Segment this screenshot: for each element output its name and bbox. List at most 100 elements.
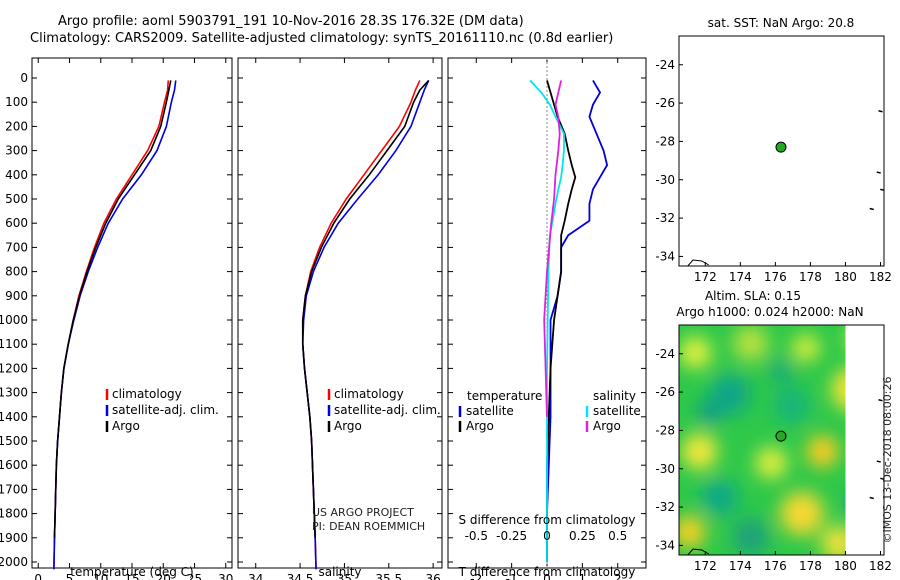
sla-field	[679, 325, 846, 555]
map-x-tick-label: 182	[869, 559, 892, 573]
plot-frame	[237, 57, 443, 569]
map-x-tick-label: 178	[799, 559, 822, 573]
x-tick-label: 0	[543, 572, 551, 580]
x-tick-label: 2	[614, 572, 622, 580]
salinity-tick-label: 0.5	[608, 529, 627, 543]
legend-entry: satellite-adj. clim.	[112, 403, 219, 417]
map-y-tick-label: -32	[655, 500, 675, 514]
map-x-tick-label: 174	[729, 270, 752, 284]
argo-location-marker	[775, 141, 787, 153]
figure-title-line2: Climatology: CARS2009. Satellite-adjuste…	[30, 31, 613, 46]
y-tick-label: 1800	[0, 507, 28, 521]
legend-entry: Argo	[593, 419, 621, 433]
map-x-tick-label: 176	[764, 559, 787, 573]
x-tick-label: 5	[66, 572, 74, 580]
map-x-tick-label: 180	[834, 559, 857, 573]
salinity-axis-label: S difference from climatology	[459, 513, 636, 527]
x-tick-label: 0	[34, 572, 42, 580]
y-tick-label: 900	[5, 289, 28, 303]
sla-anomaly-blob	[773, 387, 810, 424]
map-x-tick-label: 172	[694, 270, 717, 284]
legend-title-salinity: salinity	[593, 389, 636, 403]
x-axis-label: salinity	[318, 565, 361, 579]
y-tick-label: 1100	[0, 337, 28, 351]
y-tick-label: 200	[5, 119, 28, 133]
legend-title-temperature: temperature	[467, 389, 542, 403]
sla-anomaly-blob	[681, 433, 718, 470]
difference-panel: -2 -1 0 1 2T difference from climatology S di…	[447, 57, 647, 580]
salinity-tick-label: -0.25	[496, 529, 527, 543]
x-tick-label: 34.5	[287, 572, 314, 580]
x-tick-label: -1	[506, 572, 518, 580]
temperature-panel: 0100200300400500600700800900100011001200…	[0, 57, 233, 580]
legend-entry: climatology	[334, 387, 404, 401]
y-tick-label: 300	[5, 144, 28, 158]
y-tick-label: 2000	[0, 555, 28, 569]
coastline-fragment	[687, 548, 710, 556]
coastline-fragment	[687, 259, 710, 267]
x-tick-label: 34	[248, 572, 263, 580]
series-line-temperature-satellite	[546, 79, 609, 562]
sla-map-title-1: Altim. SLA: 0.15	[705, 289, 801, 303]
sla-anomaly-blob	[806, 435, 839, 468]
x-tick-label: 35.5	[375, 572, 402, 580]
sla-map-title-2: Argo h1000: 0.024 h2000: NaN	[676, 305, 863, 319]
map-x-tick-label: 178	[799, 270, 822, 284]
sla-anomaly-blob	[820, 525, 846, 555]
sla-anomaly-blob	[845, 337, 846, 340]
y-tick-label: 500	[5, 192, 28, 206]
sla-blobs	[679, 325, 846, 555]
island-fragment	[869, 207, 874, 211]
map-y-tick-label: -28	[655, 134, 675, 148]
series-line-salinity-argo	[543, 80, 563, 417]
salinity-tick-label: 0.25	[569, 529, 596, 543]
y-tick-label: 1200	[0, 361, 28, 375]
series-line-argo	[53, 80, 172, 538]
sla-map-panel: 172 174 176 178 180 182 -24 -26 -28 -30 -32 -34 Alti…	[655, 289, 894, 573]
legend-entry: satellite-adj. clim.	[334, 403, 441, 417]
island-fragment	[880, 477, 885, 481]
map-y-tick-label: -24	[655, 58, 675, 72]
legend-entry: Argo	[466, 419, 494, 433]
plot-frame	[31, 57, 233, 569]
sla-anomaly-blob	[702, 479, 738, 516]
sst-map-panel: 172 174 176 178 180 182 -24 -26 -28 -30 -32 -34 sat.…	[655, 16, 892, 284]
sla-anomaly-blob	[697, 400, 722, 425]
x-tick-label: 15	[124, 572, 139, 580]
y-tick-label: 1400	[0, 410, 28, 424]
y-tick-label: 1500	[0, 434, 28, 448]
y-tick-label: 1600	[0, 458, 28, 472]
legend-entry: satellite	[466, 404, 514, 418]
y-tick-label: 700	[5, 240, 28, 254]
map-y-tick-label: -30	[655, 173, 675, 187]
sst-map-title: sat. SST: NaN Argo: 20.8	[708, 16, 855, 30]
map-x-tick-label: 180	[834, 270, 857, 284]
map-frame	[678, 35, 885, 267]
legend-entry: Argo	[334, 419, 362, 433]
x-tick-label: 25	[187, 572, 202, 580]
y-tick-label: 600	[5, 216, 28, 230]
salinity-panel: 34 34.5 35 35.5 36 salinity climatology satelli…	[237, 57, 443, 580]
salinity-tick-label: 0	[543, 529, 551, 543]
sla-anomaly-blob	[732, 325, 769, 362]
x-axis-label: T difference from climatology	[458, 565, 636, 579]
y-tick-label: 1000	[0, 313, 28, 327]
sla-anomaly-blob	[831, 368, 846, 410]
x-axis-label: temperature (deg C)	[70, 565, 193, 579]
y-tick-label: 100	[5, 95, 28, 109]
x-tick-label: 30	[218, 572, 233, 580]
legend-entry: Argo	[112, 419, 140, 433]
sla-anomaly-blob	[679, 336, 712, 369]
island-fragment	[876, 171, 881, 174]
salinity-tick-label: -0.5	[465, 529, 488, 543]
island-fragment	[869, 496, 874, 500]
map-x-tick-label: 176	[764, 270, 787, 284]
map-y-tick-label: -34	[655, 538, 675, 552]
island-fragment	[880, 188, 885, 192]
map-y-tick-label: -30	[655, 462, 675, 476]
sla-anomaly-blob	[780, 491, 824, 536]
sla-anomaly-blob	[792, 334, 821, 362]
y-tick-label: 800	[5, 265, 28, 279]
island-fragment	[878, 110, 883, 113]
